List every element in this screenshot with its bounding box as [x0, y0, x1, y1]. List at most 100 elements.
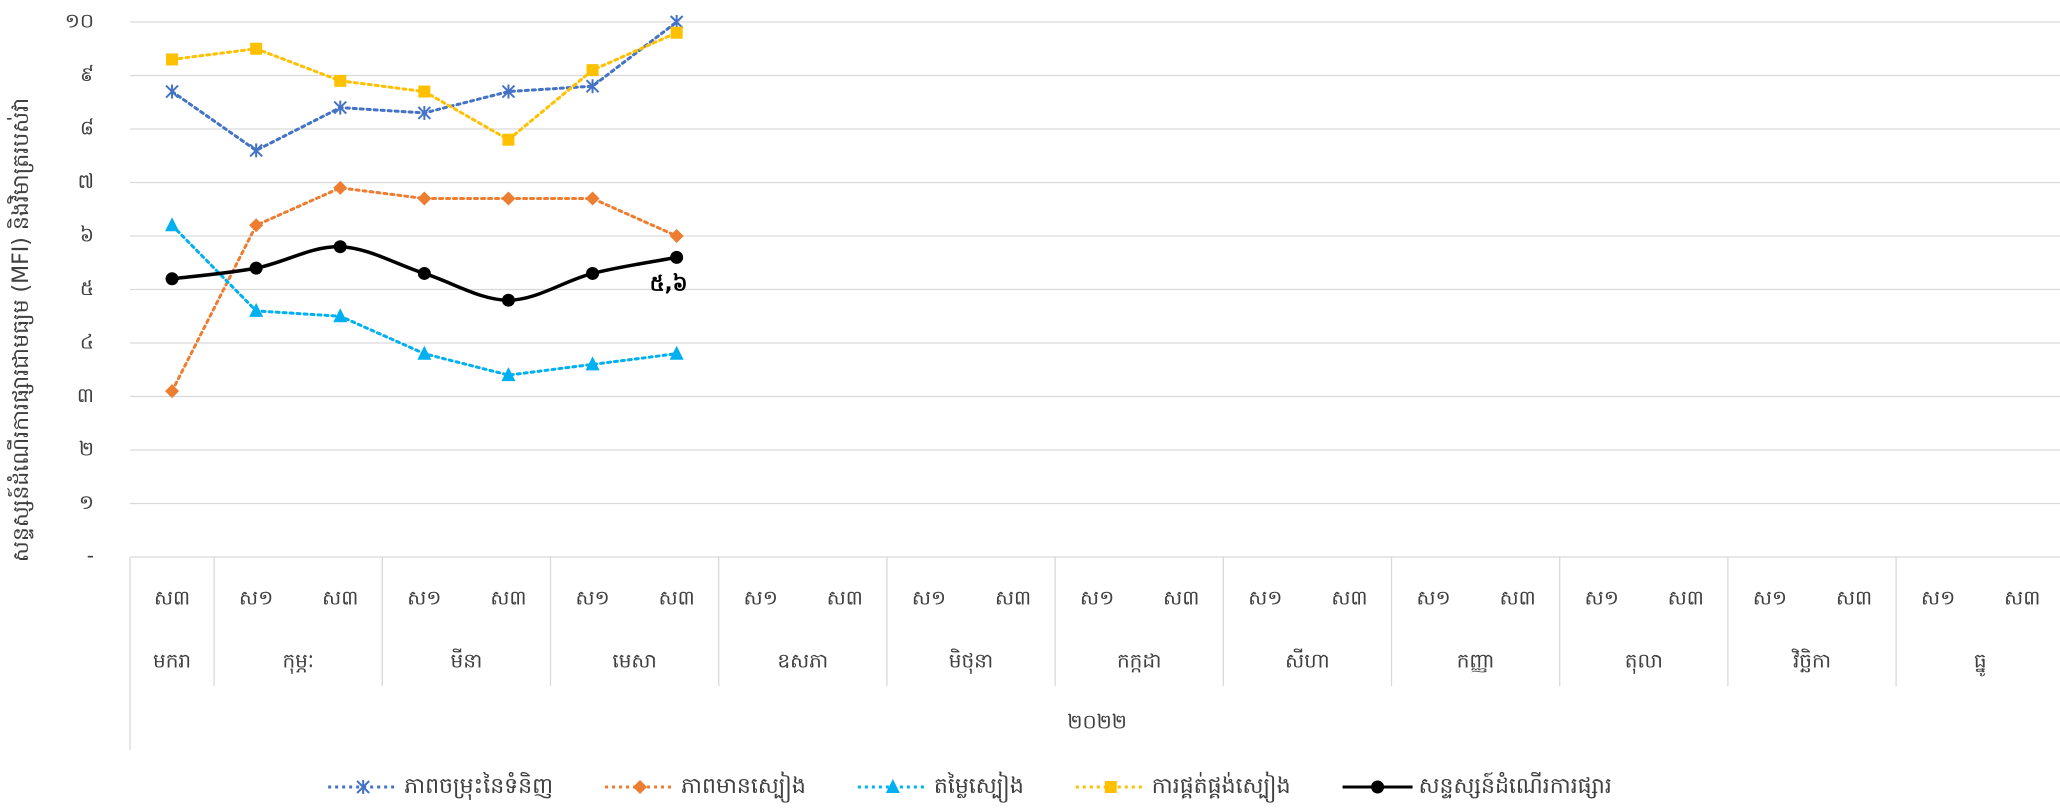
marker [333, 308, 348, 323]
x-group-label: មិថុនា [949, 648, 993, 675]
marker [669, 345, 684, 360]
marker [633, 780, 648, 794]
marker [417, 345, 432, 360]
marker [501, 367, 516, 382]
x-tick-label: ស១ [239, 586, 273, 610]
marker [166, 53, 179, 66]
x-group-label: តុលា [1625, 649, 1663, 675]
marker [417, 266, 431, 280]
marker [670, 26, 683, 39]
marker [418, 85, 431, 98]
legend-item: សន្ទស្សន៍ដំណើរការផ្សារ [1342, 772, 1612, 799]
y-tick-label: ៧ [78, 169, 94, 193]
x-tick-label: ស៣ [995, 586, 1031, 610]
x-tick-label: ស១ [912, 586, 946, 610]
marker [885, 779, 900, 793]
x-group-label: កុម្ភៈ [282, 649, 314, 675]
x-group-label: មករា [153, 649, 191, 673]
x-tick-label: ស១ [1416, 586, 1450, 610]
marker [165, 272, 179, 286]
marker [585, 356, 600, 371]
marker [585, 191, 600, 206]
marker [1371, 780, 1385, 794]
marker [501, 84, 516, 99]
marker [1104, 781, 1117, 793]
marker [417, 105, 432, 120]
marker [249, 143, 263, 158]
y-tick-label: ១០ [65, 9, 94, 33]
legend-item: ភាពមានស្បៀង [605, 771, 806, 803]
marker [669, 229, 684, 243]
x-tick-label: ស៣ [1163, 586, 1199, 610]
x-tick-label: ស៣ [827, 586, 863, 610]
marker [165, 384, 180, 399]
x-tick-label: ស១ [1080, 586, 1114, 610]
y-tick-label: ៨ [80, 116, 94, 140]
legend-label: សន្ទស្សន៍ដំណើរការផ្សារ [1419, 772, 1612, 799]
legend-item: ភាពចម្រុះនៃទំនិញ [328, 772, 553, 800]
x-tick-label: ស៣ [154, 586, 190, 610]
x-group-label: មេសា [612, 649, 656, 673]
x-tick-label: ស៣ [322, 586, 358, 610]
x-tick-label: ស១ [407, 586, 441, 610]
x-tick-label: ស៣ [1836, 586, 1872, 610]
marker [670, 250, 684, 264]
marker [669, 15, 684, 29]
x-tick-label: ស១ [1921, 586, 1955, 610]
x-group-label: ធ្នូ [1974, 649, 1987, 677]
x-group-label: វិច្ឆិកា [1791, 648, 1831, 673]
x-tick-label: ស៣ [490, 586, 526, 610]
x-axis-title: ២០២២ [1067, 710, 1127, 734]
x-group-label: ឧសភា [777, 649, 828, 673]
marker [586, 266, 600, 280]
legend-item: ការផ្គត់ផ្គង់ស្បៀង [1075, 771, 1291, 803]
x-tick-label: ស១ [1753, 586, 1787, 610]
legend-item: តម្លៃស្បៀង [857, 771, 1024, 803]
y-axis-title: សន្ទស្សន៍ដំណើរការផ្សារជាមធ្យម (MFI) និងវ… [7, 98, 34, 562]
y-tick-label: - [87, 544, 94, 568]
legend: ភាពចម្រុះនៃទំនិញ ភាពមានស្បៀង តម្លៃស្បៀង ការ… [328, 771, 1612, 803]
x-tick-label: ស១ [1248, 586, 1282, 610]
x-group-label: កញ្ញា [1457, 649, 1495, 673]
x-group-label: សីហា [1285, 648, 1329, 673]
data-label: ៥,៦ [650, 271, 688, 295]
marker [417, 191, 432, 206]
legend-label: ការផ្គត់ផ្គង់ស្បៀង [1152, 771, 1291, 803]
y-tick-label: ១ [79, 490, 94, 514]
marker [249, 261, 263, 275]
marker [501, 191, 516, 206]
marker [334, 74, 347, 87]
marker [249, 218, 264, 233]
y-tick-label: ៩ [80, 62, 94, 86]
legend-label: ភាពចម្រុះនៃទំនិញ [404, 772, 553, 800]
marker [585, 79, 600, 94]
x-tick-label: ស១ [1585, 586, 1619, 610]
marker [333, 100, 347, 115]
legend-label: តម្លៃស្បៀង [934, 771, 1024, 803]
x-group-label: មីនា [451, 648, 483, 673]
y-tick-label: ៤ [80, 330, 94, 354]
marker [586, 64, 599, 77]
x-tick-label: ស៣ [1668, 586, 1704, 610]
x-tick-label: ស៣ [659, 586, 695, 610]
x-tick-label: ស១ [744, 586, 778, 610]
y-tick-label: ៦ [80, 223, 94, 247]
marker [502, 133, 515, 146]
x-tick-label: ស៣ [1331, 586, 1367, 610]
x-tick-label: ស៣ [2004, 586, 2040, 610]
x-group-label: កក្កដា [1117, 649, 1161, 673]
y-tick-label: ៥ [80, 276, 94, 300]
y-tick-label: ២ [79, 437, 94, 461]
marker [250, 42, 263, 55]
marker [356, 780, 370, 794]
marker [249, 302, 264, 317]
marker [165, 84, 179, 99]
marker [333, 240, 347, 254]
marker [165, 217, 180, 232]
marker [333, 180, 348, 195]
marker [501, 293, 515, 307]
legend-label: ភាពមានស្បៀង [681, 771, 806, 803]
x-tick-label: ស៣ [1500, 586, 1536, 610]
y-tick-label: ៣ [77, 383, 94, 407]
